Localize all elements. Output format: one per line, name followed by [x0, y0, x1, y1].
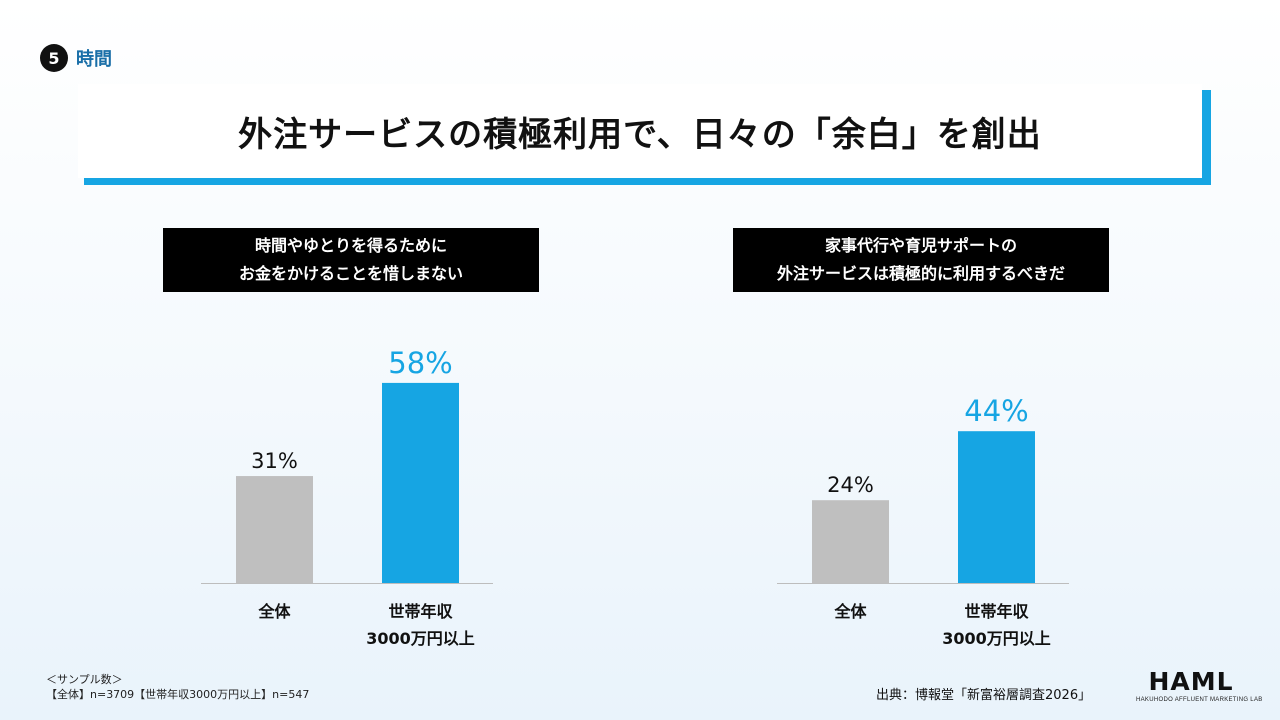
chart-1-bar-1	[236, 476, 313, 583]
chart-2-category-label-2-line-2: 3000万円以上	[942, 629, 1051, 648]
source-citation: 出典：博報堂「新富裕層調査2026」	[876, 688, 1092, 703]
chart-2-question-line-2: 外注サービスは積極的に利用するべきだ	[776, 264, 1065, 283]
title-box: 外注サービスの積極利用で、日々の「余白」を創出	[78, 84, 1202, 178]
chart-1-value-label-2: 58%	[388, 346, 452, 380]
chart-2-category-label-2-line-1: 世帯年収	[964, 602, 1029, 621]
page-title: 外注サービスの積極利用で、日々の「余白」を創出	[238, 114, 1042, 155]
chart-1-category-label-2-line-1: 世帯年収	[388, 602, 453, 621]
chart-2-question: 家事代行や育児サポートの 外注サービスは積極的に利用するべきだ	[733, 228, 1109, 292]
chart-1-question-line-2: お金をかけることを惜しまない	[238, 264, 463, 283]
chart-1-value-label-1: 31%	[251, 449, 298, 473]
chart-1-question: 時間やゆとりを得るために お金をかけることを惜しまない	[163, 228, 539, 292]
chart-2-category-label-1-line-1: 全体	[833, 602, 867, 621]
sample-size-heading: ＜サンプル数＞	[46, 673, 123, 686]
haml-logo: HAML HAKUHODO AFFLUENT MARKETING LAB	[1136, 667, 1263, 704]
chart-2-value-label-2: 44%	[964, 394, 1028, 428]
chart-1-category-label-1-line-1: 全体	[257, 602, 291, 621]
chart-1-question-line-1: 時間やゆとりを得るために	[254, 236, 447, 255]
logo-subtext: HAKUHODO AFFLUENT MARKETING LAB	[1136, 697, 1263, 703]
section-tag: 5 時間	[40, 44, 112, 72]
chart-2-bar-2	[958, 431, 1035, 583]
chart-1-bar-2	[382, 382, 459, 583]
sample-size-note: ＜サンプル数＞ 【全体】n=3709【世帯年収3000万円以上】n=547	[46, 672, 309, 702]
logo-text: HAML	[1148, 667, 1234, 696]
section-label: 時間	[76, 49, 112, 70]
chart-2-value-label-1: 24%	[827, 473, 874, 497]
section-number: 5	[40, 44, 68, 72]
chart-2-question-line-1: 家事代行や育児サポートの	[824, 236, 1017, 255]
chart-2-bar-1	[812, 500, 889, 583]
sample-size-values: 【全体】n=3709【世帯年収3000万円以上】n=547	[46, 688, 310, 701]
chart-1-category-label-2-line-2: 3000万円以上	[366, 629, 475, 648]
